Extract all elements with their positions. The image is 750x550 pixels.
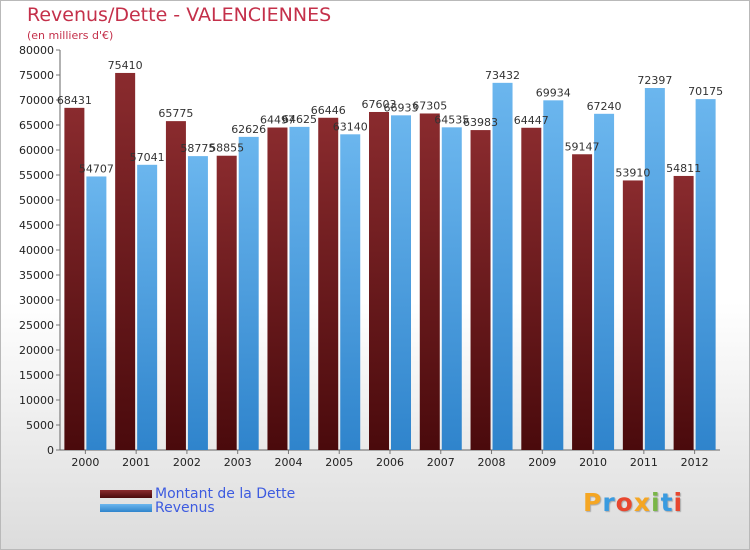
y-tick-label: 15000 <box>19 369 54 382</box>
data-label-revenus-2004: 64625 <box>282 113 317 126</box>
y-tick-label: 40000 <box>19 244 54 257</box>
data-label-revenus-2008: 73432 <box>485 69 520 82</box>
data-label-dette-2006: 67603 <box>362 98 397 111</box>
logo-letter: o <box>615 488 634 517</box>
data-label-dette-2005: 66446 <box>311 104 346 117</box>
bar-dette-2007 <box>419 113 440 450</box>
bar-dette-2005 <box>318 117 339 451</box>
data-label-dette-2004: 64497 <box>260 114 295 127</box>
bar-revenus-2007 <box>441 127 462 450</box>
chart-subtitle: (en milliers d'€) <box>27 29 114 42</box>
data-label-dette-2009: 64447 <box>514 114 549 127</box>
data-label-dette-2008: 63983 <box>463 116 498 129</box>
x-tick-label: 2012 <box>681 456 709 469</box>
y-tick-label: 55000 <box>19 169 54 182</box>
data-label-revenus-2007: 64535 <box>434 113 469 126</box>
logo-letter: i <box>651 488 661 517</box>
x-tick-label: 2004 <box>274 456 302 469</box>
y-tick-label: 75000 <box>19 69 54 82</box>
data-label-revenus-2000: 54707 <box>79 162 114 175</box>
bar-dette-2011 <box>622 180 643 450</box>
y-tick-label: 80000 <box>19 44 54 57</box>
data-label-dette-2011: 53910 <box>615 166 650 179</box>
data-label-revenus-2010: 67240 <box>587 100 622 113</box>
bar-dette-2000 <box>64 107 85 450</box>
y-tick-label: 30000 <box>19 294 54 307</box>
bar-dette-2008 <box>470 130 491 450</box>
x-tick-label: 2010 <box>579 456 607 469</box>
bar-revenus-2003 <box>238 136 259 450</box>
bar-revenus-2002 <box>187 156 208 450</box>
y-tick-label: 60000 <box>19 144 54 157</box>
bar-dette-2004 <box>267 127 288 450</box>
bar-dette-2002 <box>165 121 186 450</box>
bar-revenus-2001 <box>137 164 158 451</box>
bars <box>64 72 716 451</box>
x-tick-label: 2007 <box>427 456 455 469</box>
y-tick-label: 20000 <box>19 344 54 357</box>
proxiti-logo: Proxiti <box>583 488 683 517</box>
data-label-revenus-2002: 58775 <box>180 142 215 155</box>
y-tick-label: 35000 <box>19 269 54 282</box>
logo-letter: x <box>633 488 651 517</box>
bar-revenus-2012 <box>695 99 716 450</box>
x-tick-label: 2011 <box>630 456 658 469</box>
data-label-dette-2007: 67305 <box>412 99 447 112</box>
x-tick-label: 2000 <box>71 456 99 469</box>
data-label-dette-2002: 65775 <box>158 107 193 120</box>
y-tick-label: 65000 <box>19 119 54 132</box>
bar-revenus-2004 <box>289 126 310 450</box>
data-label-dette-2010: 59147 <box>565 140 600 153</box>
x-tick-label: 2001 <box>122 456 150 469</box>
legend-swatch-dette <box>100 490 152 498</box>
data-label-dette-2001: 75410 <box>108 59 143 72</box>
data-label-revenus-2005: 63140 <box>333 120 368 133</box>
bar-dette-2003 <box>216 155 237 450</box>
logo-letter: P <box>583 488 603 517</box>
data-label-dette-2003: 58855 <box>209 142 244 155</box>
y-tick-label: 5000 <box>26 419 54 432</box>
bar-revenus-2010 <box>594 113 615 451</box>
bar-dette-2006 <box>369 111 389 451</box>
y-tick-label: 0 <box>47 444 54 457</box>
data-label-revenus-2011: 72397 <box>637 74 672 87</box>
data-label-dette-2000: 68431 <box>57 94 92 107</box>
bar-dette-2012 <box>673 175 694 450</box>
y-tick-label: 70000 <box>19 94 54 107</box>
data-label-revenus-2012: 70175 <box>688 85 723 98</box>
bar-revenus-2011 <box>644 88 665 450</box>
data-label-revenus-2001: 57041 <box>130 151 165 164</box>
chart-title: Revenus/Dette - VALENCIENNES <box>27 4 332 26</box>
bar-revenus-2009 <box>543 100 564 450</box>
logo-letter: t <box>660 488 674 517</box>
x-tick-label: 2002 <box>173 456 201 469</box>
y-tick-label: 50000 <box>19 194 54 207</box>
logo-letter: r <box>602 488 616 517</box>
bar-revenus-2005 <box>340 134 361 451</box>
data-label-revenus-2009: 69934 <box>536 86 571 99</box>
bar-dette-2010 <box>572 154 593 450</box>
y-tick-label: 10000 <box>19 394 54 407</box>
x-tick-label: 2005 <box>325 456 353 469</box>
legend-label-revenus: Revenus <box>155 500 215 516</box>
y-tick-label: 45000 <box>19 219 54 232</box>
data-label-revenus-2003: 62626 <box>231 123 266 136</box>
y-tick-label: 25000 <box>19 319 54 332</box>
legend-label-dette: Montant de la Dette <box>155 486 296 502</box>
bar-revenus-2006 <box>391 115 411 451</box>
bar-revenus-2000 <box>86 176 107 450</box>
x-tick-label: 2009 <box>528 456 556 469</box>
x-tick-label: 2008 <box>478 456 506 469</box>
legend-swatch-revenus <box>100 504 152 512</box>
bar-dette-2001 <box>115 72 136 450</box>
data-label-dette-2012: 54811 <box>666 162 701 175</box>
bar-dette-2009 <box>521 127 542 450</box>
logo-letter: i <box>673 488 684 517</box>
x-tick-label: 2003 <box>224 456 252 469</box>
data-label-revenus-2006: 66933 <box>384 101 419 114</box>
bar-revenus-2008 <box>492 82 513 450</box>
x-tick-label: 2006 <box>376 456 404 469</box>
